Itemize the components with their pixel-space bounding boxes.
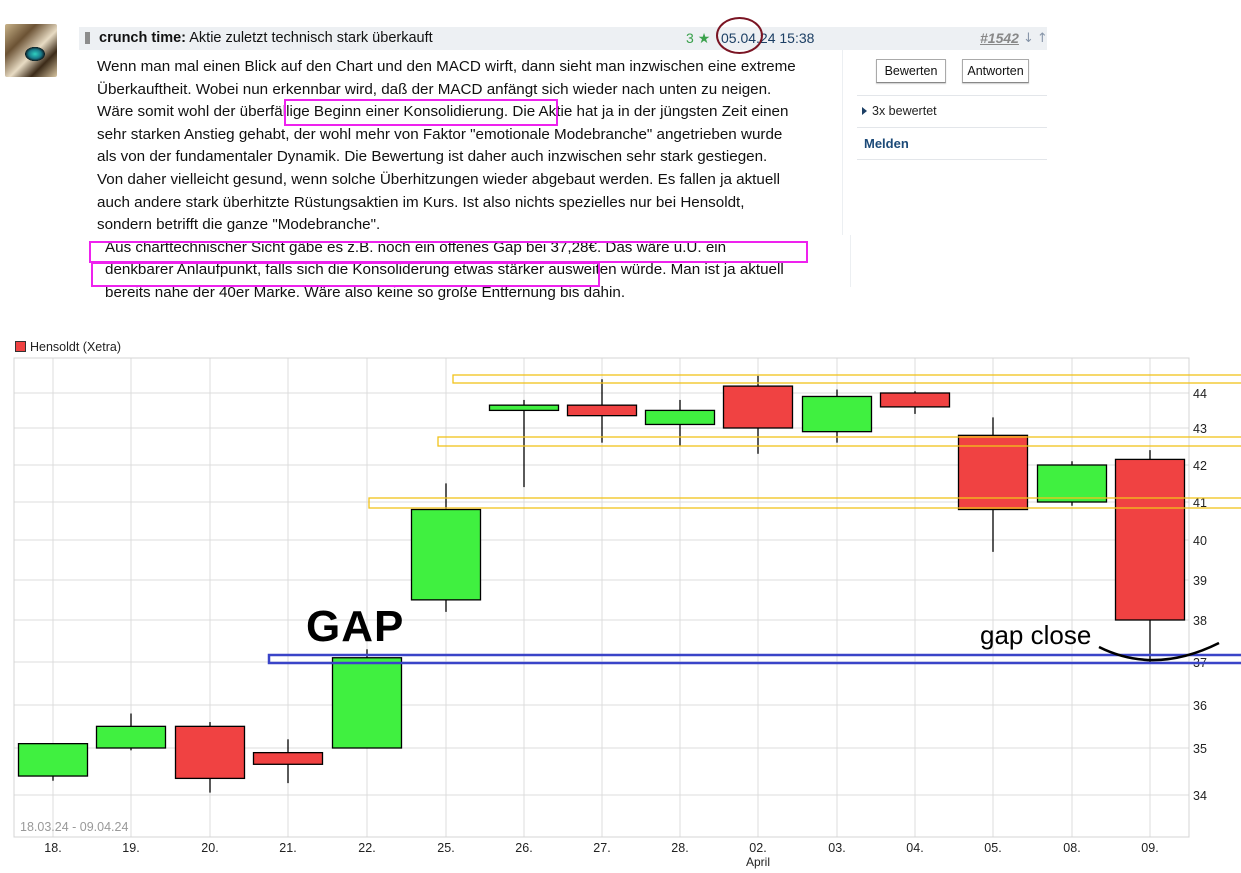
post-body: Wenn man mal einen Blick auf den Chart u… xyxy=(97,56,797,305)
post-nav: ↓↑ xyxy=(1023,27,1051,50)
plot-frame xyxy=(13,357,1190,838)
x-tick-label: 19. xyxy=(122,841,139,855)
resistance-zone xyxy=(368,497,1241,509)
x-tick-label: 09. xyxy=(1141,841,1158,855)
y-tick-label: 36 xyxy=(1193,699,1207,713)
divider xyxy=(857,127,1047,128)
x-tick-label: 21. xyxy=(279,841,296,855)
x-tick-label: 04. xyxy=(906,841,923,855)
x-tick-label: 05. xyxy=(984,841,1001,855)
divider xyxy=(850,235,851,287)
candle-up xyxy=(801,395,873,433)
x-tick-label: 22. xyxy=(358,841,375,855)
arrow-up-icon[interactable]: ↑ xyxy=(1036,31,1051,46)
y-tick-label: 35 xyxy=(1193,742,1207,756)
reply-button[interactable]: Antworten xyxy=(962,59,1029,83)
x-tick-label: 27. xyxy=(593,841,610,855)
chart-legend: Hensoldt (Xetra) xyxy=(15,340,121,354)
candle-up xyxy=(95,725,167,749)
x-tick-label: 25. xyxy=(437,841,454,855)
rating-number: 3 xyxy=(686,30,694,46)
candle-up xyxy=(1036,464,1108,503)
date-circle-annotation xyxy=(716,17,763,54)
rating-count: 3 ★ xyxy=(686,27,710,50)
legend-label: Hensoldt (Xetra) xyxy=(30,340,122,354)
x-tick-label: 02. xyxy=(749,841,766,855)
candle-down xyxy=(1114,458,1186,621)
gap-annotation: GAP xyxy=(306,602,405,651)
candle-up xyxy=(17,742,89,777)
y-tick-label: 39 xyxy=(1193,574,1207,588)
arrow-down-icon[interactable]: ↓ xyxy=(1023,31,1037,46)
y-tick-label: 40 xyxy=(1193,534,1207,548)
gap-close-annotation: gap close xyxy=(980,620,1092,650)
candle-up xyxy=(410,508,482,601)
x-tick-label: 28. xyxy=(671,841,688,855)
legend-swatch xyxy=(15,341,26,352)
candle-down xyxy=(174,725,246,780)
post-title: crunch time: Aktie zuletzt technisch sta… xyxy=(99,27,433,50)
rate-button[interactable]: Bewerten xyxy=(876,59,946,83)
post-number-link[interactable]: #1542 xyxy=(980,30,1019,46)
post-subject: Aktie zuletzt technisch stark überkauft xyxy=(189,30,433,46)
x-tick-label: 03. xyxy=(828,841,845,855)
candle-down xyxy=(566,404,638,417)
divider xyxy=(842,50,843,235)
post-paragraph-2: Aus charttechnischer Sicht gäbe es z.B. … xyxy=(105,238,784,301)
candle-down xyxy=(252,751,324,765)
y-tick-label: 42 xyxy=(1193,459,1207,473)
user-avatar[interactable] xyxy=(5,24,57,77)
candle-down xyxy=(722,385,794,429)
rated-toggle[interactable]: 3x bewertet xyxy=(862,104,937,118)
triangle-right-icon xyxy=(862,107,867,115)
x-tick-label: 26. xyxy=(515,841,532,855)
candle-up xyxy=(331,657,403,749)
y-tick-label: 44 xyxy=(1193,387,1207,401)
divider xyxy=(857,159,1047,160)
candle-down xyxy=(957,434,1029,511)
candle-up xyxy=(488,404,560,412)
post-header: crunch time: Aktie zuletzt technisch sta… xyxy=(79,27,1048,50)
highlight-box-gap-line2 xyxy=(91,262,600,287)
y-tick-label: 41 xyxy=(1193,496,1207,510)
x-month-label: April xyxy=(746,855,770,869)
gap-zone xyxy=(267,653,1241,665)
x-tick-label: 20. xyxy=(201,841,218,855)
y-tick-label: 38 xyxy=(1193,614,1207,628)
date-range-label: 18.03.24 - 09.04.24 xyxy=(20,820,128,834)
report-link[interactable]: Melden xyxy=(864,136,909,151)
x-tick-label: 08. xyxy=(1063,841,1080,855)
post-author[interactable]: crunch time: xyxy=(99,30,187,46)
divider xyxy=(857,95,1047,96)
rated-label: 3x bewertet xyxy=(872,104,937,118)
highlight-box-consolidation xyxy=(284,99,558,126)
x-tick-label: 18. xyxy=(44,841,61,855)
star-icon: ★ xyxy=(697,30,711,46)
resistance-zone xyxy=(437,436,1241,447)
candle-up xyxy=(644,409,716,426)
y-tick-label: 34 xyxy=(1193,789,1207,803)
resistance-zone xyxy=(452,374,1241,384)
highlight-box-gap-line1 xyxy=(89,241,808,263)
post-paragraph-1: Wenn man mal einen Blick auf den Chart u… xyxy=(97,58,796,234)
post-marker-icon xyxy=(85,32,90,44)
gap-close-curve xyxy=(1098,641,1220,662)
y-tick-label: 43 xyxy=(1193,422,1207,436)
candle-down xyxy=(879,392,951,408)
